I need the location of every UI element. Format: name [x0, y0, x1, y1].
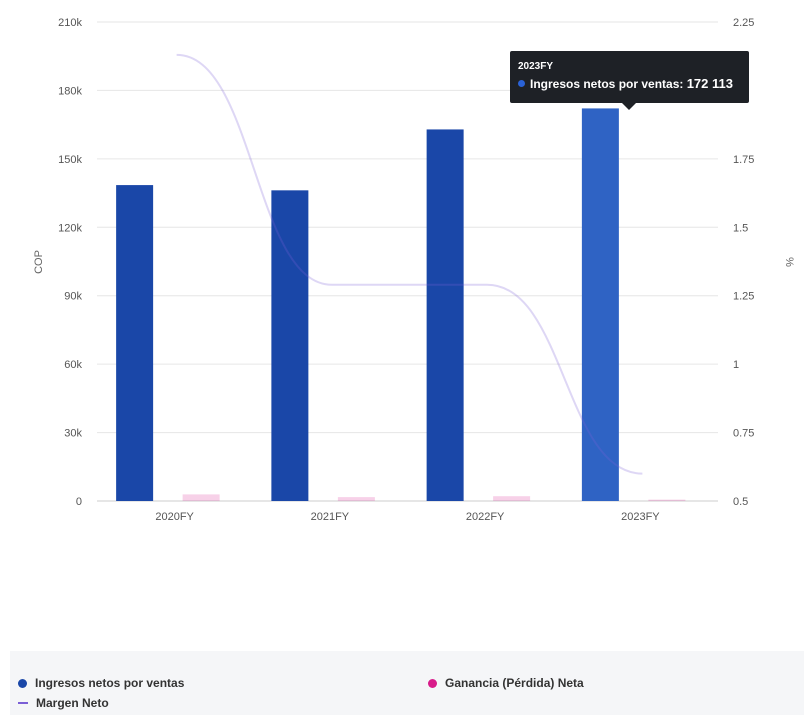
series-line-margen-neto — [176, 53, 643, 475]
left-axis-ticks: 0 30k 60k 90k 120k 150k 180k 210k — [58, 17, 82, 508]
right-tick-label: 1.75 — [733, 154, 754, 166]
legend: Ingresos netos por ventas Ganancia (Pérd… — [10, 651, 804, 715]
legend-dot-icon — [18, 678, 27, 688]
legend-item-margen[interactable]: Margen Neto — [18, 696, 109, 710]
bar-ingresos — [116, 185, 154, 502]
bar-ganancia — [648, 499, 686, 501]
right-tick-label: 1 — [733, 359, 739, 371]
tooltip-row: Ingresos netos por ventas: 172 113 — [518, 75, 741, 93]
legend-label: Ganancia (Pérdida) Neta — [445, 676, 584, 690]
bar-ingresos — [426, 129, 464, 501]
margin-line — [176, 53, 643, 475]
bar-ingresos — [271, 190, 309, 501]
tooltip-value: 172 113 — [686, 76, 733, 91]
left-tick-label: 0 — [76, 496, 82, 508]
right-tick-label: 1.25 — [733, 291, 754, 303]
left-axis-title: COP — [33, 250, 45, 274]
x-tick-label: 2023FY — [621, 511, 660, 523]
legend-dot-icon — [428, 678, 437, 688]
left-tick-label: 210k — [58, 17, 82, 29]
x-tick-label: 2022FY — [466, 511, 505, 523]
legend-label: Ingresos netos por ventas — [35, 676, 185, 690]
right-tick-label: 2.25 — [733, 17, 754, 29]
bar-ganancia — [493, 496, 531, 501]
right-tick-label: 0.75 — [733, 428, 754, 440]
legend-item-ingresos[interactable]: Ingresos netos por ventas — [18, 676, 184, 690]
x-tick-label: 2021FY — [311, 511, 350, 523]
gridlines — [97, 21, 718, 502]
bar-ingresos — [581, 108, 619, 501]
x-tick-label: 2020FY — [155, 511, 194, 523]
legend-line-icon — [18, 702, 28, 704]
left-tick-label: 120k — [58, 222, 82, 234]
tooltip-series-dot-icon — [518, 80, 525, 88]
bar-ganancia — [182, 494, 220, 501]
left-tick-label: 180k — [58, 85, 82, 97]
left-tick-label: 30k — [64, 428, 82, 440]
tooltip-series-label: Ingresos netos por ventas: — [530, 77, 687, 91]
left-tick-label: 60k — [64, 359, 82, 371]
right-tick-label: 1.5 — [733, 222, 748, 234]
left-tick-label: 150k — [58, 154, 82, 166]
legend-item-ganancia[interactable]: Ganancia (Pérdida) Neta — [428, 676, 584, 690]
tooltip-title: 2023FY — [518, 61, 554, 72]
right-tick-label: 0.5 — [733, 496, 748, 508]
bar-ganancia — [337, 497, 375, 501]
chart: 0 30k 60k 90k 120k 150k 180k 210k 0.5 0.75 1 1.25 1… — [33, 17, 795, 523]
right-axis-title: % — [783, 257, 795, 267]
legend-label: Margen Neto — [36, 696, 109, 710]
left-tick-label: 90k — [64, 291, 82, 303]
tooltip: 2023FY Ingresos netos por ventas: 172 11… — [510, 51, 749, 110]
bars — [116, 108, 686, 502]
x-axis-ticks: 2020FY 2021FY 2022FY 2023FY — [155, 511, 660, 523]
